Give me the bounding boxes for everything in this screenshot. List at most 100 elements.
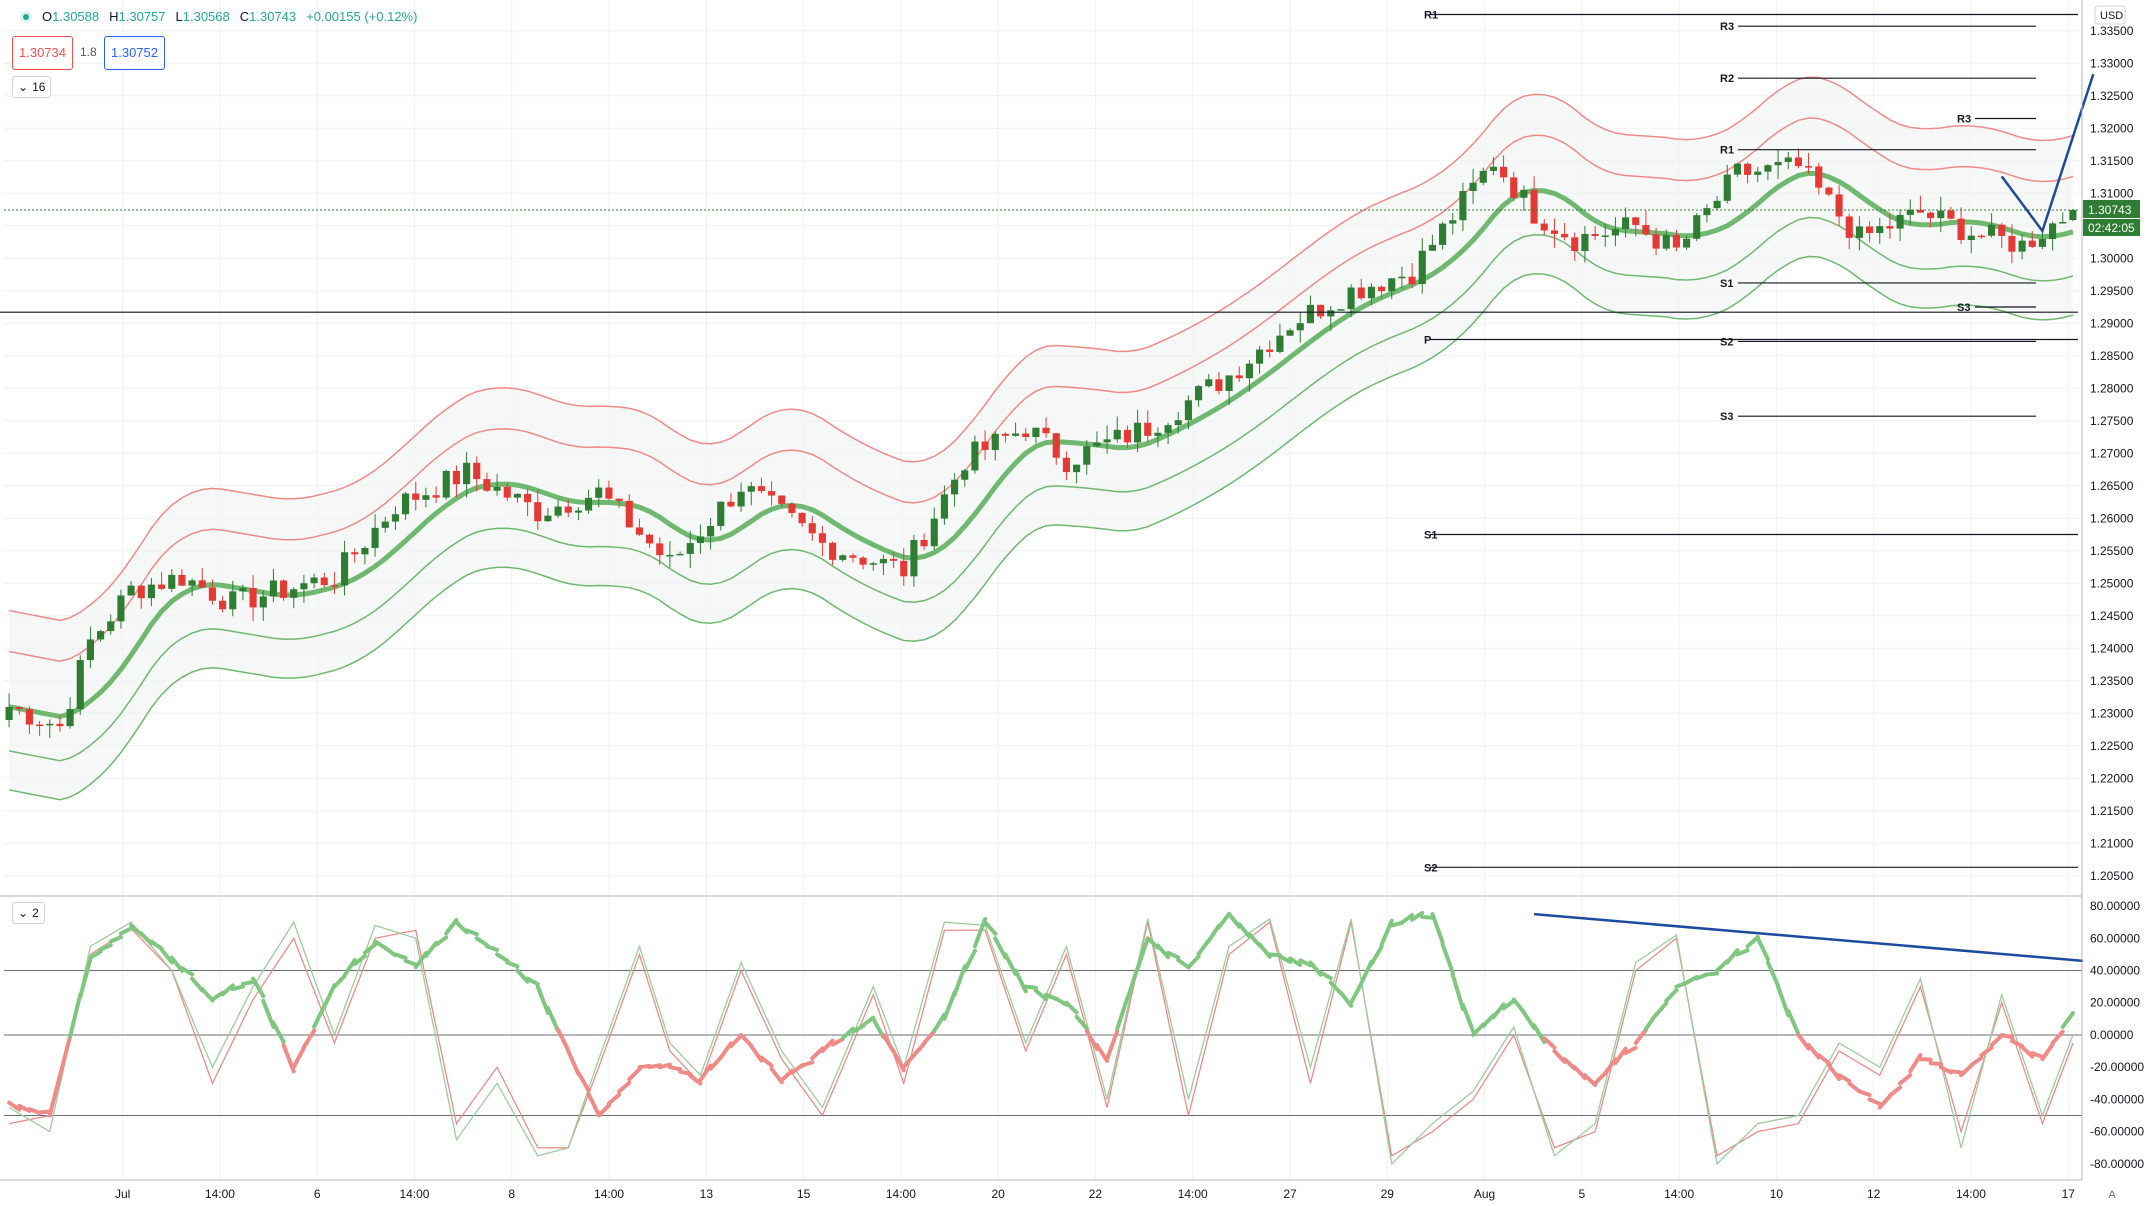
sell-price-button[interactable]: 1.30734 bbox=[12, 36, 73, 70]
osc-main-segment bbox=[731, 1036, 741, 1046]
osc-tick-label: -20.00000 bbox=[2090, 1060, 2144, 1074]
chevron-down-icon: ⌄ bbox=[18, 903, 28, 923]
candle-body bbox=[1744, 164, 1751, 175]
osc-main-segment bbox=[1066, 1003, 1076, 1013]
osc-main-segment bbox=[1656, 1003, 1666, 1015]
candle-body bbox=[351, 552, 358, 554]
osc-main-segment bbox=[924, 1031, 934, 1043]
osc-main-segment bbox=[944, 992, 954, 1018]
osc-main-segment bbox=[1493, 1004, 1503, 1017]
candle-body bbox=[1398, 277, 1405, 279]
osc-main-segment bbox=[670, 1067, 680, 1069]
candle-body bbox=[36, 725, 43, 727]
price-tick-label: 1.21000 bbox=[2090, 836, 2134, 850]
candle-body bbox=[738, 492, 745, 507]
candle-body bbox=[2039, 239, 2046, 247]
osc-main-segment bbox=[1758, 938, 1768, 959]
candle-body bbox=[1185, 400, 1192, 420]
candle-body bbox=[1368, 287, 1375, 298]
osc-main-segment bbox=[1961, 1066, 1971, 1076]
osc-tick-label: 20.00000 bbox=[2090, 996, 2140, 1010]
candle-body bbox=[1215, 379, 1222, 391]
candle-body bbox=[1785, 158, 1792, 162]
price-tick-label: 1.31500 bbox=[2090, 154, 2134, 168]
osc-main-segment bbox=[334, 976, 344, 987]
candle-body bbox=[189, 580, 196, 585]
candle-body bbox=[1602, 235, 1609, 237]
osc-signal-line bbox=[9, 922, 2073, 1156]
time-tick-label: 8 bbox=[508, 1187, 515, 1201]
osc-main-segment bbox=[233, 987, 243, 989]
osc-main-segment bbox=[578, 1073, 588, 1091]
candle-body bbox=[372, 528, 379, 548]
osc-main-segment bbox=[304, 1031, 314, 1047]
buy-price-button[interactable]: 1.30752 bbox=[104, 36, 165, 70]
candle-body bbox=[148, 585, 155, 599]
indicators-toggle-main[interactable]: ⌄ 16 bbox=[12, 76, 51, 98]
candle-body bbox=[1358, 288, 1365, 299]
candle-body bbox=[1226, 375, 1233, 391]
candle-body bbox=[331, 585, 338, 587]
candle-body bbox=[595, 488, 602, 498]
time-tick-label: 14:00 bbox=[1664, 1187, 1694, 1201]
candle-body bbox=[250, 588, 257, 607]
ohlc-low: L1.30568 bbox=[176, 9, 230, 24]
candle-body bbox=[636, 527, 643, 534]
osc-main-segment bbox=[487, 946, 497, 950]
time-tick-label: 5 bbox=[1579, 1187, 1586, 1201]
candle-body bbox=[1236, 375, 1243, 378]
osc-main-segment bbox=[843, 1029, 853, 1039]
candle-body bbox=[2008, 236, 2015, 252]
candle-body bbox=[849, 555, 856, 557]
candle-body bbox=[26, 709, 33, 724]
pivot-label: R1 bbox=[1720, 145, 1734, 157]
candle-body bbox=[402, 494, 409, 515]
candle-body bbox=[97, 631, 104, 639]
candle-body bbox=[605, 488, 612, 499]
candle-body bbox=[1592, 234, 1599, 236]
price-tick-label: 1.33000 bbox=[2090, 56, 2134, 70]
osc-main-segment bbox=[1788, 1011, 1798, 1034]
candle-body bbox=[239, 588, 246, 591]
osc-main-segment bbox=[477, 938, 487, 945]
candle-body bbox=[921, 540, 928, 546]
candle-body bbox=[1276, 336, 1283, 352]
candle-body bbox=[1459, 191, 1466, 220]
osc-main-segment bbox=[2042, 1044, 2052, 1059]
candle-body bbox=[270, 581, 277, 597]
osc-main-segment bbox=[934, 1015, 944, 1031]
price-tick-label: 1.21500 bbox=[2090, 804, 2134, 818]
candle-body bbox=[585, 498, 592, 511]
candle-body bbox=[87, 639, 94, 660]
osc-main-segment bbox=[1951, 1071, 1961, 1072]
osc-main-segment bbox=[40, 1112, 50, 1113]
candle-body bbox=[1266, 350, 1273, 352]
osc-tick-label: 60.00000 bbox=[2090, 931, 2140, 945]
osc-main-segment bbox=[1463, 1005, 1473, 1032]
chevron-down-icon: ⌄ bbox=[18, 77, 28, 97]
ohlc-change: +0.00155 (+0.12%) bbox=[306, 9, 417, 24]
candle-body bbox=[260, 596, 267, 607]
candle-body bbox=[951, 480, 958, 495]
candle-body bbox=[1205, 379, 1212, 386]
candle-body bbox=[707, 526, 714, 536]
candle-body bbox=[107, 621, 114, 631]
osc-main-segment bbox=[629, 1069, 639, 1079]
candle-body bbox=[168, 575, 175, 589]
osc-main-segment bbox=[345, 960, 355, 975]
osc-tick-label: 80.00000 bbox=[2090, 899, 2140, 913]
market-status-icon[interactable] bbox=[20, 11, 32, 23]
candle-body bbox=[1419, 251, 1426, 284]
candle-body bbox=[1337, 309, 1344, 311]
indicators-toggle-oscillator[interactable]: ⌄ 2 bbox=[12, 902, 45, 924]
candle-body bbox=[1551, 230, 1558, 233]
candle-body bbox=[1764, 165, 1771, 171]
candle-body bbox=[300, 583, 307, 589]
osc-main-segment bbox=[517, 971, 527, 982]
candle-body bbox=[1490, 167, 1497, 171]
time-tick-label: 15 bbox=[797, 1187, 811, 1201]
time-tick-label: 14:00 bbox=[886, 1187, 916, 1201]
candle-body bbox=[138, 586, 145, 599]
osc-main-segment bbox=[711, 1057, 721, 1068]
